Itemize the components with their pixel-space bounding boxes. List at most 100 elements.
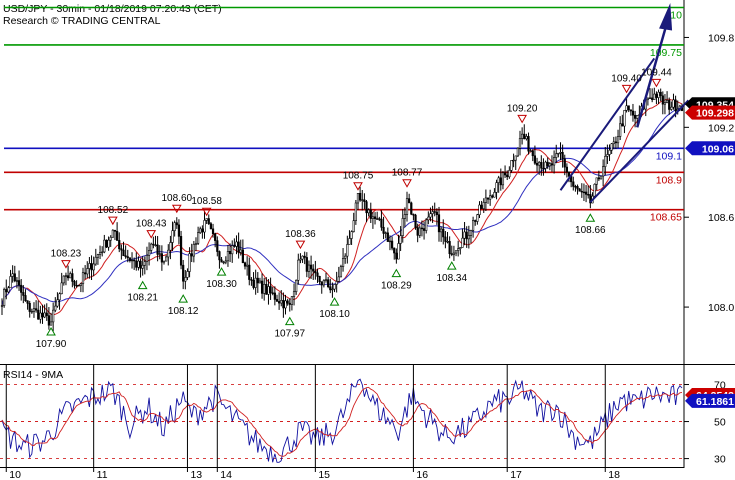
candle-body-100 [214,233,217,241]
candle-body-41 [88,263,91,269]
candle-body-15 [32,308,36,312]
candle-body-199 [425,219,428,231]
swing-low-marker-7 [446,261,457,270]
candle-body-103 [220,259,223,263]
candle-body-274 [584,191,588,195]
candle-body-311 [663,102,667,105]
candle-body-7 [15,280,19,282]
candle-body-81 [173,222,176,231]
candle-body-286 [610,143,613,151]
candle-body-64 [137,260,140,268]
candle-body-136 [290,296,294,305]
candle-body-72 [154,244,157,246]
candle-body-297 [634,114,637,119]
candle-body-238 [508,170,511,178]
candle-body-112 [239,249,242,253]
candle-body-312 [665,100,669,103]
candle-body-107 [228,251,232,255]
candle-body-217 [463,231,466,239]
candle-body-305 [651,97,654,100]
level-label-2: 109.1 [656,150,682,162]
candle-body-54 [116,230,119,241]
candle-body-77 [165,256,168,262]
candle-body-157 [335,281,338,285]
candle-body-263 [561,152,564,160]
candle-body-61 [130,259,134,262]
swing-low-label-6: 108.29 [381,281,412,292]
candle-body-43 [92,263,95,271]
candle-body-129 [275,299,279,302]
candle-body-126 [269,286,272,294]
candle-body-55 [118,240,121,250]
candle-body-159 [339,266,343,278]
candle-body-96 [205,218,208,221]
candle-body-40 [86,268,89,275]
candle-body-22 [47,315,50,326]
candle-body-69 [147,250,151,256]
candle-body-225 [480,204,483,209]
candle-body-58 [124,255,127,257]
candle-body-197 [420,227,424,230]
rsi-title: RSI14 - 9MA [3,369,63,381]
rsi-line [1,378,683,463]
candle-body-283 [604,155,607,167]
rsi-ma-line [1,386,683,457]
candle-body-144 [307,264,311,272]
candle-body-304 [648,97,652,99]
candle-body-181 [386,232,389,242]
candle-body-108 [231,245,234,255]
candle-body-163 [348,238,351,245]
candle-body-262 [559,152,562,154]
candle-body-202 [431,211,434,215]
candle-body-280 [597,177,600,180]
candle-body-314 [670,106,673,110]
candle-body-63 [135,260,138,268]
ma-slow-line [1,106,683,306]
x-tick-label-2: 13 [190,469,202,480]
candle-body-209 [446,241,449,243]
candle-body-21 [45,312,48,316]
price-y-tick-label-3: 108.0 [708,302,734,314]
candle-body-169 [361,199,364,201]
candle-body-89 [190,253,193,257]
candle-body-233 [497,177,500,183]
candle-body-86 [184,277,187,282]
candle-body-161 [344,255,347,259]
candle-body-221 [471,220,475,231]
candle-body-37 [79,283,82,286]
candle-body-131 [280,300,283,304]
candle-body-2 [5,289,8,293]
candle-body-269 [574,186,577,188]
candle-body-207 [442,228,445,238]
candle-body-222 [474,220,477,222]
swing-high-label-10: 109.44 [641,67,672,78]
swing-high-marker-10 [651,78,662,88]
candle-body-236 [503,172,507,176]
candle-body-113 [241,249,244,264]
candle-body-194 [414,214,417,228]
candle-body-111 [237,241,240,253]
x-tick-label-6: 17 [510,469,522,480]
candle-body-44 [94,256,97,265]
candle-body-28 [60,282,63,295]
candle-body-170 [363,199,366,203]
candle-body-116 [248,264,251,280]
rsi-y-tick-label-1: 50 [714,417,726,429]
x-tick-label-1: 11 [97,469,108,480]
candle-body-167 [356,193,360,204]
swing-high-marker-5 [295,240,306,250]
candle-body-48 [103,239,106,253]
candle-body-313 [668,100,671,110]
candle-body-68 [145,254,149,262]
candle-body-29 [62,275,65,284]
candle-body-146 [312,268,315,272]
swing-high-marker-4 [201,207,212,217]
x-tick-label-7: 18 [608,469,620,480]
candle-body-106 [226,251,230,262]
candle-body-71 [152,243,155,246]
candle-body-62 [133,259,136,262]
candle-body-6 [13,273,16,282]
candle-body-292 [623,110,626,127]
candle-body-279 [595,177,598,185]
